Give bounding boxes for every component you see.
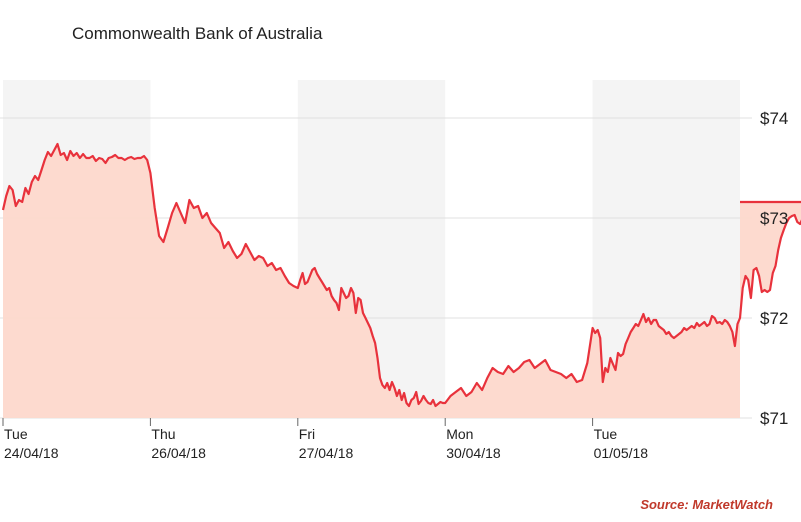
x-tick-day: Tue [4,426,28,442]
chart-source: Source: MarketWatch [640,497,773,512]
x-tick-day: Fri [299,426,315,442]
x-tick-day: Thu [151,426,175,442]
y-tick-label: $73 [760,209,788,228]
y-tick-label: $74 [760,109,788,128]
price-line [1,142,801,408]
x-tick-date: 27/04/18 [299,445,354,461]
x-tick-date: 30/04/18 [446,445,501,461]
x-tick-date: 26/04/18 [151,445,206,461]
x-tick-date: 24/04/18 [4,445,59,461]
x-tick-day: Mon [446,426,473,442]
chart-title: Commonwealth Bank of Australia [72,24,323,43]
price-area [3,144,801,418]
y-tick-label: $71 [760,409,788,428]
x-tick-date: 01/05/18 [594,445,649,461]
x-tick-day: Tue [594,426,618,442]
y-tick-label: $72 [760,309,788,328]
